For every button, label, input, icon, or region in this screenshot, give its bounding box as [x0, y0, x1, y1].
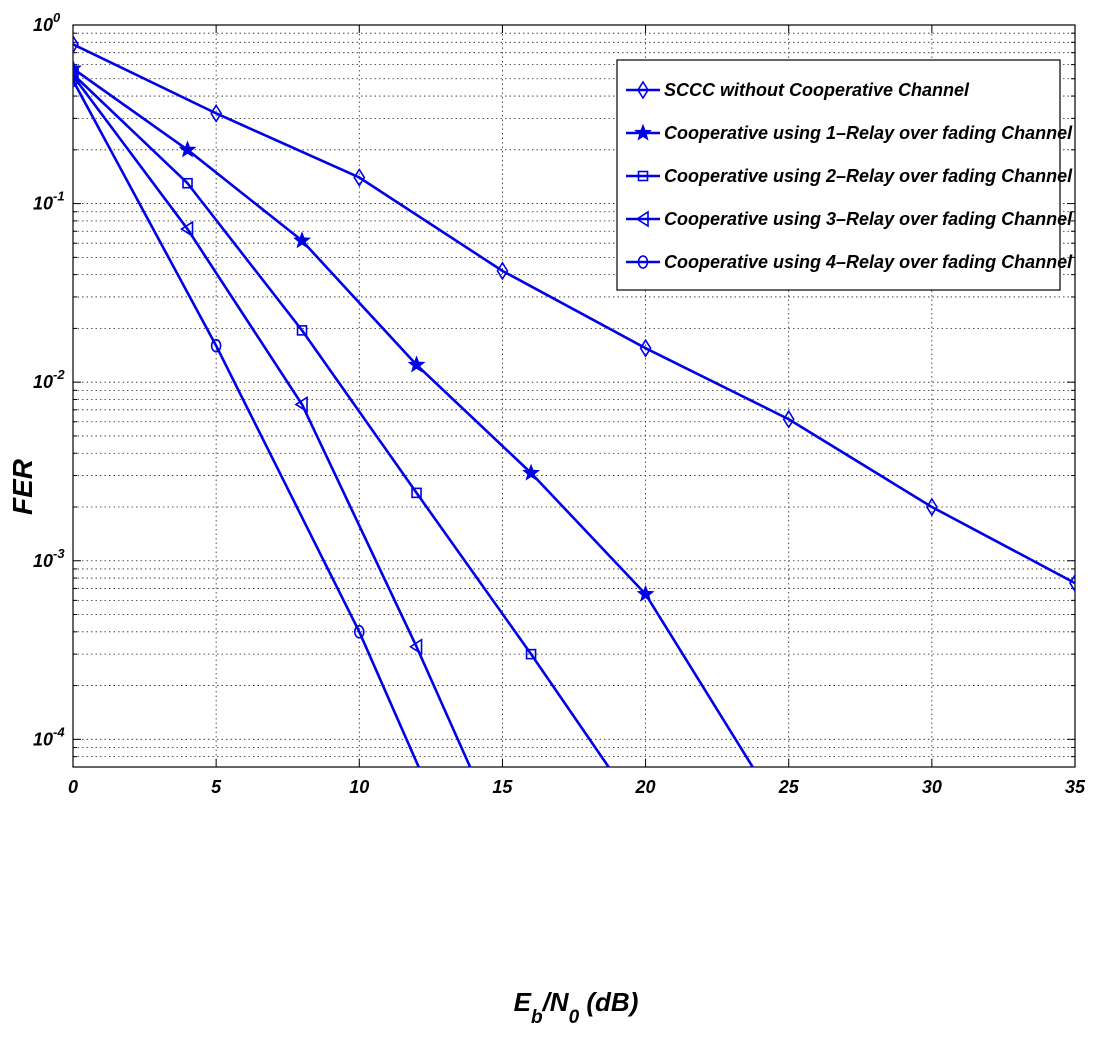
marker-triangle [409, 638, 423, 656]
x-tick-label: 0 [68, 777, 78, 797]
legend-label: Cooperative using 4–Relay over fading Ch… [664, 252, 1073, 272]
x-tick-label: 15 [492, 777, 513, 797]
marker-square [637, 170, 649, 182]
marker-diamond [639, 338, 652, 358]
marker-diamond [782, 409, 795, 429]
marker-circle [498, 952, 507, 964]
marker-diamond [73, 34, 79, 54]
legend-label: Cooperative using 3–Relay over fading Ch… [664, 209, 1073, 229]
marker-circle [637, 255, 649, 269]
series-4 [73, 67, 536, 911]
x-label-mid: /N [542, 987, 570, 1017]
y-tick-label: 10-4 [33, 724, 65, 749]
plot-frame [72, 24, 1076, 768]
marker-diamond [1069, 573, 1075, 593]
y-tick-label: 100 [33, 10, 61, 35]
marker-star [522, 463, 541, 481]
x-label-sub2: 0 [569, 1007, 580, 1028]
marker-star [752, 771, 767, 785]
y-axis-label: FER [7, 458, 38, 515]
x-tick-label: 10 [349, 777, 369, 797]
legend-label: Cooperative using 2–Relay over fading Ch… [664, 166, 1073, 186]
marker-square [296, 325, 308, 336]
marker-circle [210, 338, 222, 353]
marker-square [525, 648, 537, 660]
legend-item-3: Cooperative using 2–Relay over fading Ch… [626, 166, 1073, 186]
series-2 [73, 59, 767, 785]
legend-label: Cooperative using 1–Relay over fading Ch… [664, 123, 1073, 143]
marker-triangle [180, 220, 194, 238]
marker-diamond [637, 80, 649, 100]
y-tick-label: 10-1 [33, 189, 65, 214]
marker-circle [73, 73, 79, 88]
x-tick-label: 25 [778, 777, 800, 797]
axis-ticks [72, 24, 1076, 768]
x-tick-label: 30 [922, 777, 942, 797]
series-line [73, 73, 611, 767]
legend-item-5: Cooperative using 4–Relay over fading Ch… [626, 252, 1073, 272]
y-tick-labels: 100 10-1 10-2 10-3 10-4 [33, 10, 65, 749]
legend-item-2: Cooperative using 1–Relay over fading Ch… [626, 123, 1073, 143]
marker-square [641, 816, 650, 825]
marker-star [407, 355, 426, 373]
x-tick-labels: 0 5 10 15 20 25 30 35 [68, 777, 1086, 797]
marker-diamond [925, 497, 938, 517]
marker-triangle [635, 210, 649, 228]
series-line [73, 74, 472, 767]
y-tick-label: 10-3 [33, 546, 65, 571]
series-layer [73, 34, 1075, 964]
marker-star [636, 584, 655, 602]
marker-star [178, 140, 197, 158]
legend: SCCC without Cooperative Channel Cooperat… [616, 59, 1073, 291]
series-5 [73, 73, 507, 964]
x-label-sub1: b [531, 1007, 543, 1028]
series-line [73, 43, 1075, 585]
marker-diamond [210, 103, 223, 123]
marker-square [182, 177, 193, 189]
marker-star [293, 231, 311, 249]
marker-circle [353, 625, 365, 639]
marker-square [411, 487, 422, 499]
marker-triangle [525, 897, 536, 911]
marker-star [634, 123, 652, 141]
series-1 [73, 34, 1075, 593]
x-label-tail: (dB) [579, 987, 638, 1017]
marker-diamond [496, 261, 509, 281]
marker-triangle [73, 67, 79, 85]
legend-box [616, 59, 1061, 291]
grid [73, 25, 1075, 767]
x-axis-label: Eb/N0 (dB) [514, 987, 639, 1028]
x-tick-label: 20 [635, 777, 656, 797]
legend-item-4: Cooperative using 3–Relay over fading Ch… [626, 209, 1073, 229]
x-tick-label: 35 [1065, 777, 1086, 797]
series-line [73, 79, 421, 767]
marker-triangle [294, 396, 308, 413]
x-label-main: E [514, 987, 532, 1017]
marker-diamond [353, 167, 366, 187]
y-tick-label: 10-2 [33, 367, 65, 392]
legend-item-1: SCCC without Cooperative Channel [626, 80, 970, 100]
legend-label: SCCC without Cooperative Channel [664, 80, 970, 100]
x-tick-label: 5 [211, 777, 222, 797]
